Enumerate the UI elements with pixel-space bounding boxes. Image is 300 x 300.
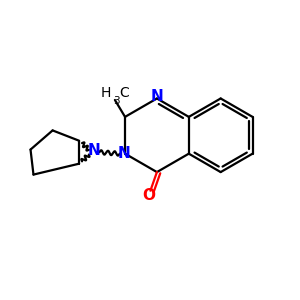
Text: N: N <box>88 143 100 158</box>
Text: O: O <box>142 188 155 203</box>
Text: C: C <box>119 86 129 100</box>
Text: H: H <box>100 86 111 100</box>
Text: N: N <box>151 88 163 104</box>
Text: 3: 3 <box>113 95 119 106</box>
Text: N: N <box>117 146 130 161</box>
